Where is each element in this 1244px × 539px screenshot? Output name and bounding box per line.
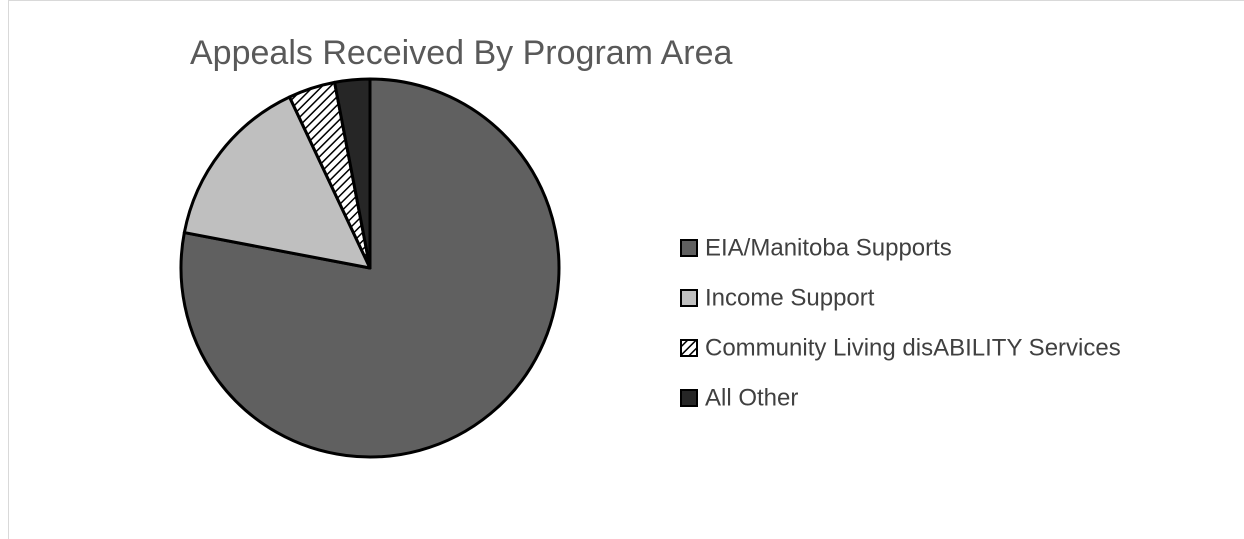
legend-label: All Other	[705, 384, 798, 411]
legend-swatch	[680, 289, 698, 307]
legend-label: Income Support	[705, 284, 875, 311]
legend-swatch	[680, 389, 698, 407]
pie-slice	[182, 95, 372, 270]
legend-swatch	[680, 339, 698, 357]
legend-label: Community Living disABILITY Services	[705, 334, 1121, 361]
legend-label: EIA/Manitoba Supports	[705, 234, 952, 261]
pie-slice	[333, 77, 372, 270]
legend-swatch	[680, 239, 698, 257]
chart-title: Appeals Received By Program Area	[190, 34, 732, 72]
